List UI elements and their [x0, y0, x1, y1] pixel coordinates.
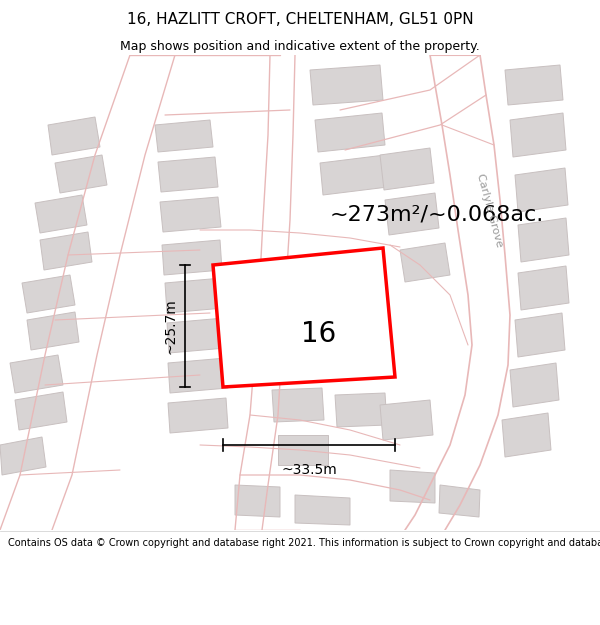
Polygon shape	[0, 437, 46, 475]
Polygon shape	[439, 485, 480, 517]
Polygon shape	[315, 113, 385, 152]
Polygon shape	[515, 313, 565, 357]
Text: Map shows position and indicative extent of the property.: Map shows position and indicative extent…	[120, 39, 480, 52]
Polygon shape	[385, 193, 439, 235]
Text: Contains OS data © Crown copyright and database right 2021. This information is : Contains OS data © Crown copyright and d…	[8, 538, 600, 548]
Polygon shape	[510, 363, 559, 407]
Text: ~33.5m: ~33.5m	[281, 463, 337, 477]
Polygon shape	[165, 278, 224, 313]
Polygon shape	[167, 318, 226, 353]
Text: 16: 16	[301, 320, 336, 348]
Text: ~25.7m: ~25.7m	[164, 298, 178, 354]
Text: ~273m²/~0.068ac.: ~273m²/~0.068ac.	[330, 205, 544, 225]
Polygon shape	[310, 65, 383, 105]
Polygon shape	[502, 413, 551, 457]
Polygon shape	[48, 117, 100, 155]
Polygon shape	[518, 266, 569, 310]
Polygon shape	[27, 312, 79, 350]
Polygon shape	[40, 232, 92, 270]
Polygon shape	[155, 120, 213, 152]
Polygon shape	[320, 155, 388, 195]
Polygon shape	[380, 400, 433, 440]
Polygon shape	[330, 343, 382, 377]
Text: Carlyle Grove: Carlyle Grove	[475, 172, 505, 248]
Polygon shape	[515, 168, 568, 212]
Polygon shape	[160, 197, 221, 232]
Polygon shape	[10, 355, 63, 393]
Polygon shape	[518, 218, 569, 262]
Polygon shape	[380, 148, 434, 190]
Polygon shape	[295, 495, 350, 525]
Polygon shape	[168, 358, 228, 393]
Polygon shape	[235, 485, 280, 517]
Polygon shape	[35, 195, 87, 233]
Polygon shape	[335, 393, 387, 427]
Polygon shape	[390, 470, 435, 503]
Polygon shape	[162, 240, 222, 275]
Polygon shape	[213, 248, 395, 387]
Text: 16, HAZLITT CROFT, CHELTENHAM, GL51 0PN: 16, HAZLITT CROFT, CHELTENHAM, GL51 0PN	[127, 12, 473, 27]
Polygon shape	[158, 157, 218, 192]
Polygon shape	[55, 155, 107, 193]
Polygon shape	[15, 392, 67, 430]
Polygon shape	[400, 243, 450, 282]
Polygon shape	[272, 388, 324, 422]
Polygon shape	[505, 65, 563, 105]
Polygon shape	[510, 113, 566, 157]
Polygon shape	[168, 398, 228, 433]
Polygon shape	[22, 275, 75, 313]
Polygon shape	[278, 435, 328, 465]
Polygon shape	[268, 343, 320, 377]
